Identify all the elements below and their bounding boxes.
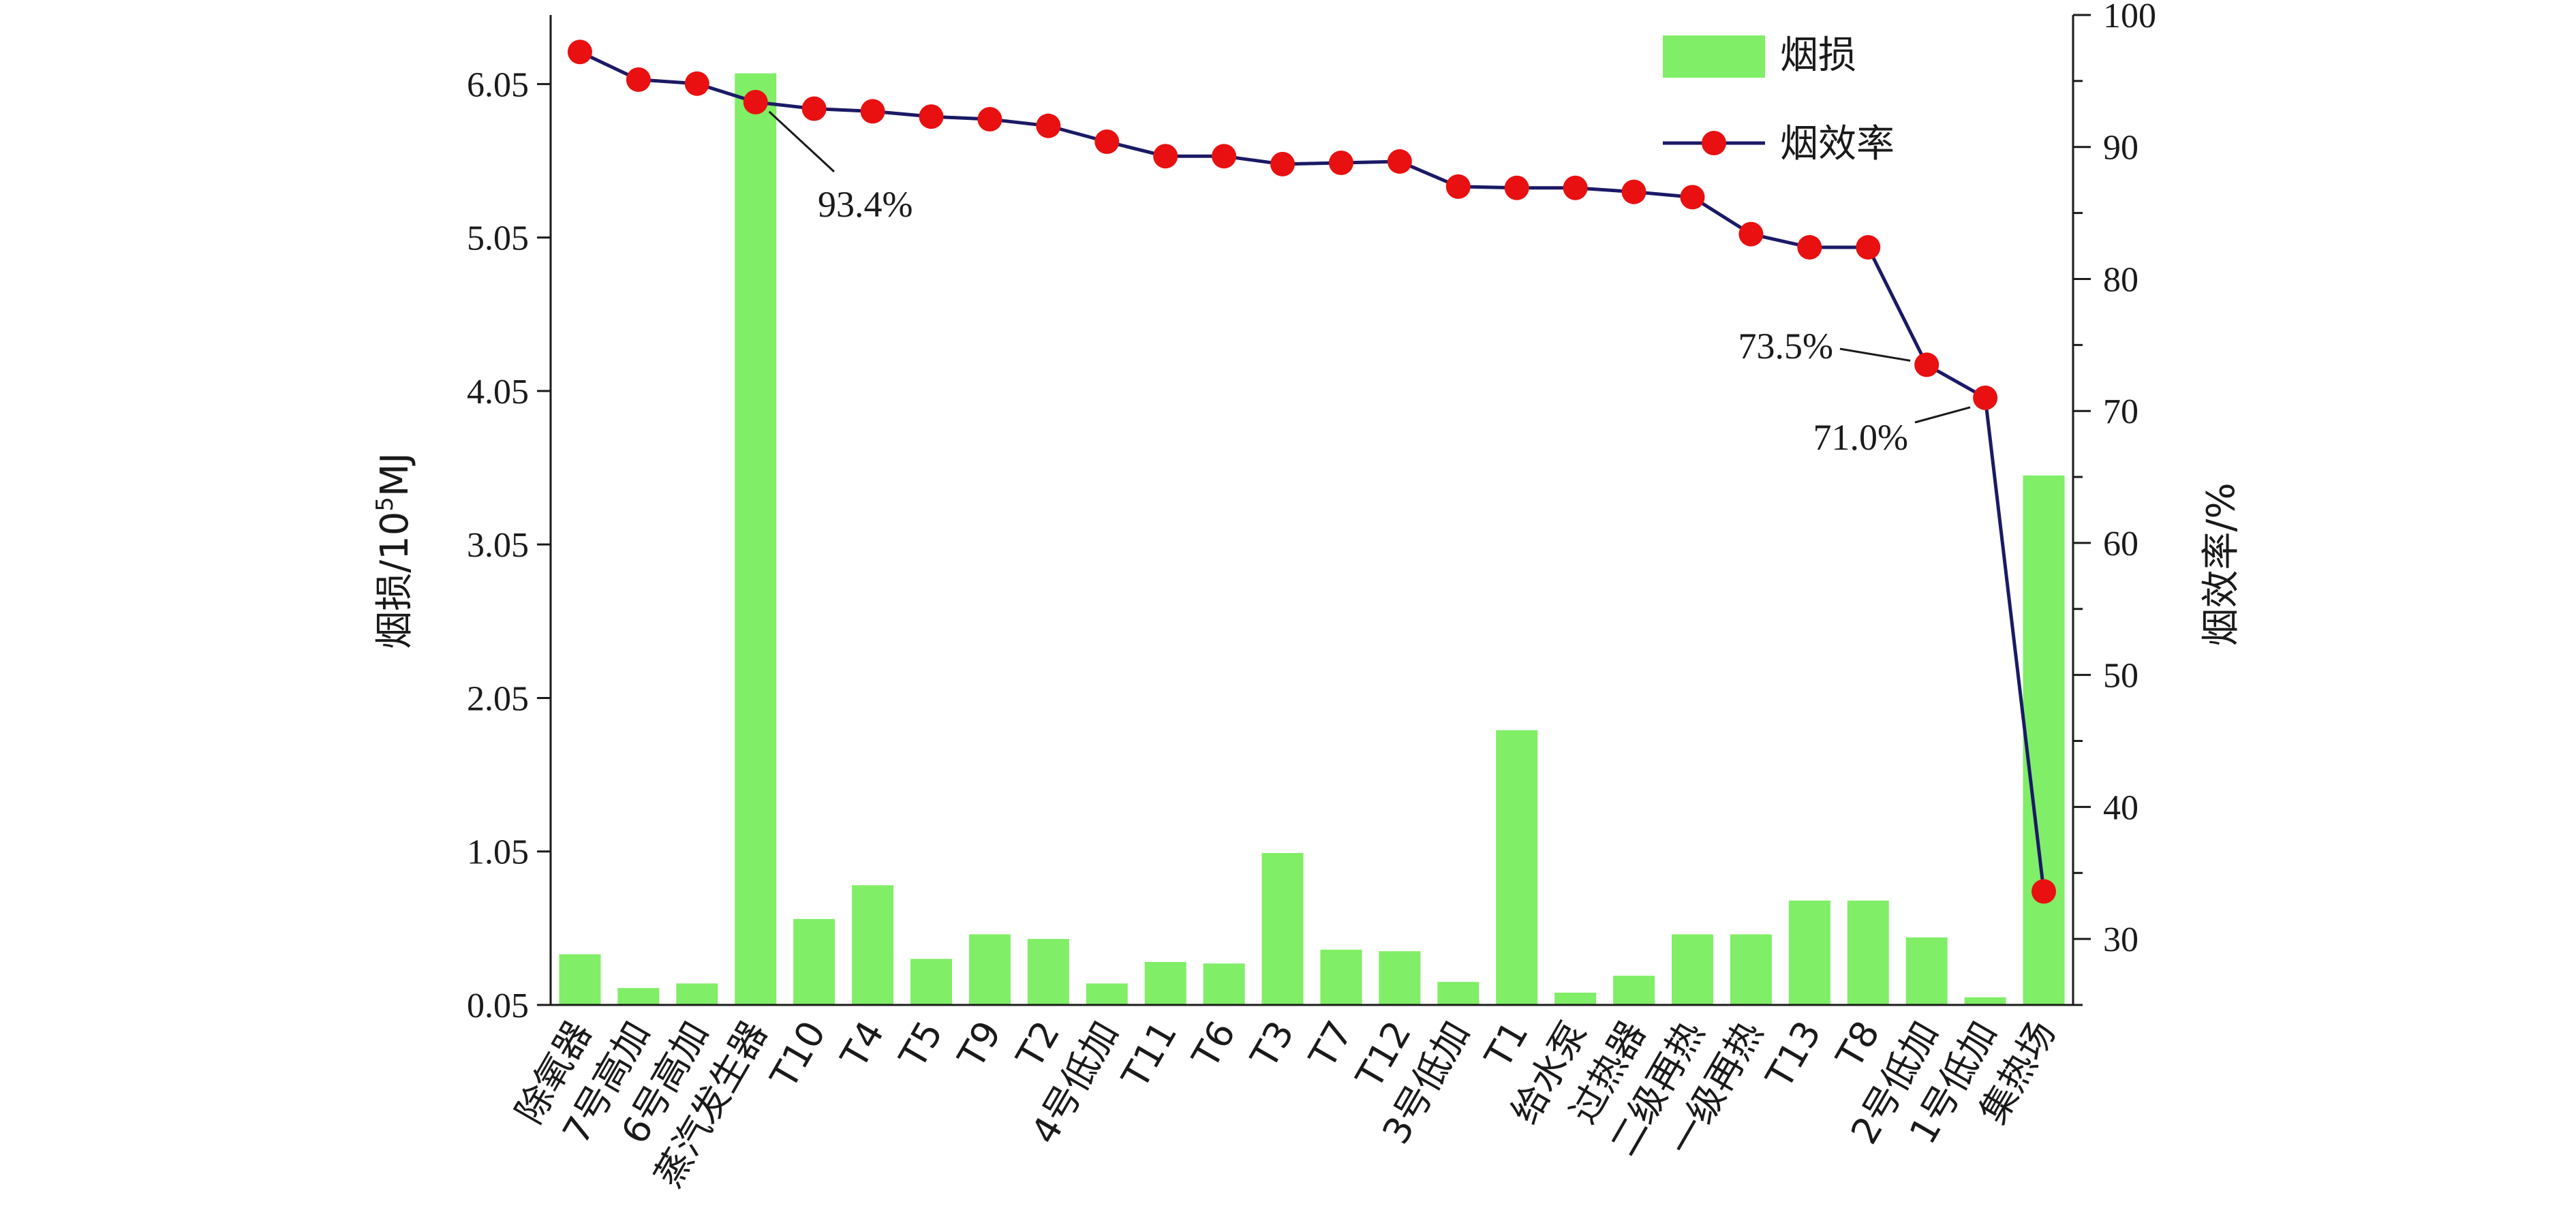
bar [793,918,835,1005]
bar [1613,976,1655,1005]
right-tick-label: 100 [2103,0,2156,35]
x-tick-label: T6 [1184,1014,1244,1076]
efficiency-point [626,67,651,92]
efficiency-point [1797,234,1822,260]
right-axis-label: 烟效率/% [2199,482,2243,646]
efficiency-point [1914,352,1939,377]
bar [1086,983,1128,1005]
bar [2023,475,2065,1005]
right-tick-label: 70 [2103,392,2138,431]
bar [1847,900,1889,1005]
efficiency-point [1153,144,1178,169]
left-tick-label: 1.05 [467,833,529,872]
left-tick-label: 4.05 [467,373,529,412]
x-tick-label: T5 [891,1014,951,1076]
annotation-label: 73.5% [1738,326,1833,367]
efficiency-point [1621,179,1646,204]
x-tick-label: T11 [1114,1014,1186,1096]
efficiency-point [1680,185,1705,210]
annotation-layer: 93.4% 73.5% 71.0% [768,110,1971,458]
bar [1554,992,1597,1005]
left-tick-label: 0.05 [467,987,529,1025]
efficiency-point [567,40,592,65]
legend-swatch-bar [1663,35,1765,78]
annotation-leader [1839,347,1911,362]
bar [1379,951,1421,1005]
bar [1730,934,1772,1005]
right-tick-label: 80 [2103,260,2138,299]
efficiency-point [1445,174,1471,199]
bar [735,73,777,1005]
efficiency-point [1387,149,1412,174]
efficiency-point [801,96,827,121]
left-tick-label: 5.05 [467,219,529,258]
legend-swatch-marker [1702,131,1726,155]
bar [617,988,660,1005]
annotation-leader [1914,406,1971,424]
efficiency-point [1504,175,1529,200]
bar [1672,934,1713,1005]
bar [1027,939,1069,1005]
legend-label-bar: 烟损 [1780,33,1856,78]
efficiency-point [1973,385,1998,410]
bar [968,934,1011,1005]
left-tick-label: 2.05 [467,679,529,718]
x-tick-label: T9 [949,1014,1010,1076]
left-tick-label: 6.05 [467,65,529,104]
annotation-label: 93.4% [818,184,913,225]
efficiency-point [1212,144,1237,169]
efficiency-point [1036,113,1061,138]
efficiency-point [743,89,768,114]
left-axis-label: 烟损/105MJ [371,452,417,649]
bar-layer [559,73,2065,1005]
legend-label-line: 烟效率 [1780,122,1895,166]
efficiency-point [684,71,709,96]
efficiency-point [860,99,885,124]
efficiency-line [579,50,2046,892]
line-layer [567,40,2057,904]
bar [676,983,718,1005]
bar [1203,963,1245,1005]
efficiency-point [1094,129,1120,154]
axes-layer: 0.05 1.05 2.05 3.05 4.05 5.05 6.05 30 40 50 60 70 80… [371,0,2243,1194]
efficiency-point [1563,175,1588,200]
right-tick-label: 30 [2103,920,2138,959]
bar [1964,997,2006,1005]
right-tick-label: 50 [2103,657,2138,696]
bar [1496,730,1538,1005]
bar [1261,852,1304,1005]
annotation-label: 71.0% [1813,417,1908,458]
efficiency-point [1738,221,1764,247]
right-tick-label: 90 [2103,129,2138,168]
left-tick-label: 3.05 [467,526,529,565]
x-tick-label: T13 [1758,1014,1830,1096]
efficiency-point [919,104,944,129]
x-tick-label: T3 [1242,1014,1303,1076]
efficiency-point [1856,234,1881,260]
bar [1905,937,1948,1005]
bar [559,954,601,1005]
x-tick-label: T4 [832,1014,893,1076]
bar [852,885,894,1005]
efficiency-point [1270,151,1295,176]
x-tick-label: T10 [762,1014,834,1096]
annotation-leader [768,110,835,173]
efficiency-point [977,107,1002,132]
bar [910,959,952,1005]
bar [1320,949,1362,1005]
bar [1437,982,1479,1005]
efficiency-point [1328,150,1353,175]
right-tick-label: 60 [2103,525,2138,563]
efficiency-point [2031,879,2057,904]
bar [1144,961,1186,1005]
bar [1788,900,1830,1005]
right-tick-label: 40 [2103,788,2138,827]
